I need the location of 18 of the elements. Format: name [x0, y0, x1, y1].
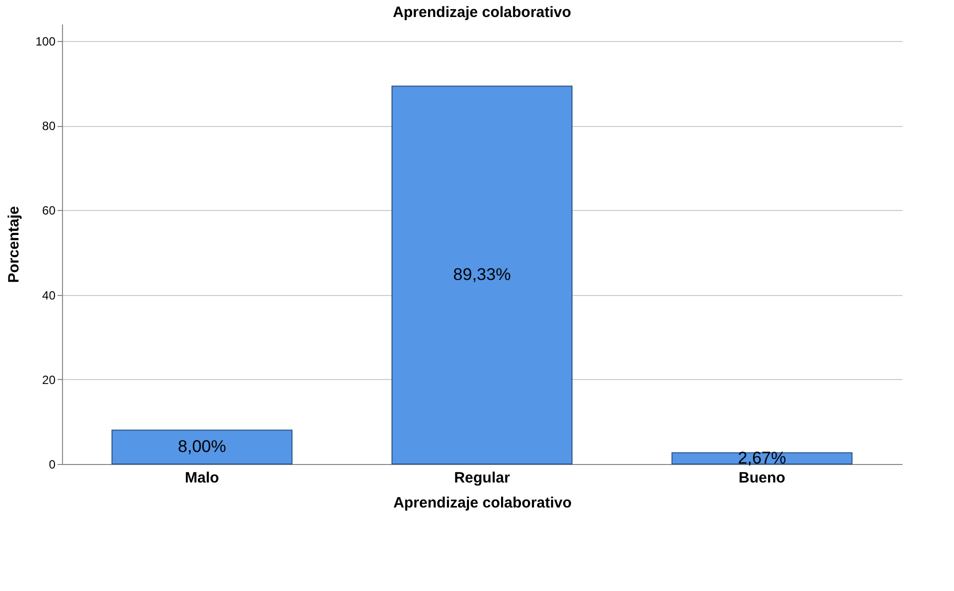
chart-title: Aprendizaje colaborativo: [392, 4, 572, 21]
y-tick-label: 40: [42, 288, 56, 302]
bar: [672, 452, 852, 464]
y-tick-label: 80: [42, 119, 56, 134]
x-tick-label: Malo: [184, 470, 220, 486]
y-tick-label: 20: [42, 372, 56, 387]
x-tick-label: Regular: [454, 470, 510, 486]
data-label: 8,00%: [178, 437, 226, 456]
x-tick-label: Bueno: [738, 470, 786, 486]
y-tick-label: 100: [35, 34, 56, 48]
y-tick-label: 60: [42, 204, 56, 218]
y-axis-title: Porcentaje: [5, 206, 22, 283]
data-label: 89,33%: [453, 265, 511, 284]
bar: [112, 430, 292, 464]
x-axis-title: Aprendizaje colaborativo: [393, 494, 572, 512]
bar: [392, 86, 572, 464]
y-tick-label: 0: [48, 458, 56, 472]
data-label: 2,67%: [738, 448, 786, 468]
